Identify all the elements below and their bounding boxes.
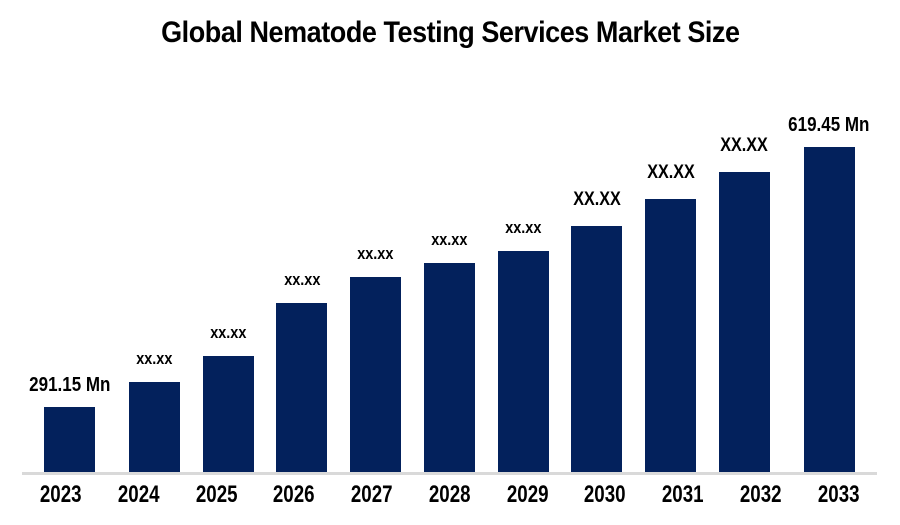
- x-axis-tick-cell-2024: 2024: [100, 482, 178, 508]
- x-axis-tick-cell-2029: 2029: [488, 482, 566, 508]
- bar-2023: [44, 407, 96, 472]
- x-axis-tick-label-2029: 2029: [506, 481, 549, 508]
- x-axis-tick-label-2028: 2028: [428, 481, 471, 508]
- bar-column-2032: XX.XX: [708, 135, 782, 472]
- x-axis-tick-cell-2032: 2032: [722, 482, 800, 508]
- bar-value-label-2024: xx.xx: [136, 349, 173, 368]
- x-axis-tick-label-2026: 2026: [273, 481, 315, 508]
- bar-2029: [497, 251, 549, 472]
- bar-column-2028: xx.xx: [413, 230, 487, 472]
- bars-row: 291.15 Mn xx.xx xx.xx xx.xx xx.xx xx.xx xx.xx X…: [22, 0, 877, 472]
- x-axis-tick-cell-2028: 2028: [411, 482, 489, 508]
- chart-title-wrap: Global Nematode Testing Services Market …: [0, 16, 900, 50]
- bar-column-2033: 619.45 Mn: [781, 114, 877, 472]
- x-axis-tick-label-2031: 2031: [661, 481, 704, 508]
- x-axis-labels: 2023 2024 2025 2026 2027 2028 2029 2030 2031 2032…: [22, 482, 877, 508]
- x-axis-tick-cell-2027: 2027: [333, 482, 411, 508]
- bar-2026: [276, 303, 328, 472]
- x-axis-tick-cell-2025: 2025: [177, 482, 255, 508]
- x-axis-tick-label-2023: 2023: [40, 481, 82, 508]
- bar-value-label-2030: XX.XX: [573, 189, 621, 210]
- x-axis-tick-cell-2031: 2031: [644, 482, 722, 508]
- bar-column-2029: xx.xx: [486, 218, 560, 472]
- bar-value-label-2029: xx.xx: [505, 218, 542, 237]
- x-axis-tick-cell-2033: 2033: [799, 482, 877, 508]
- bar-2033: [803, 147, 855, 472]
- x-axis-tick-label-2032: 2032: [739, 481, 782, 508]
- bar-column-2031: XX.XX: [634, 162, 708, 472]
- bar-value-label-2028: xx.xx: [431, 230, 468, 249]
- bar-value-label-2031: XX.XX: [646, 162, 695, 183]
- bar-value-label-2033: 619.45 Mn: [788, 114, 870, 136]
- bar-2027: [350, 277, 402, 472]
- bar-column-2025: xx.xx: [191, 323, 265, 472]
- x-axis-line: [22, 472, 877, 475]
- bar-2025: [202, 356, 254, 472]
- bar-column-2027: xx.xx: [339, 244, 413, 472]
- bar-value-label-2023: 291.15 Mn: [29, 374, 111, 396]
- bar-value-label-2032: XX.XX: [720, 135, 769, 156]
- bar-value-label-2026: xx.xx: [283, 270, 321, 289]
- bar-value-label-2025: xx.xx: [210, 323, 247, 342]
- bar-column-2023: 291.15 Mn: [22, 374, 118, 472]
- x-axis-tick-label-2027: 2027: [350, 481, 393, 508]
- bar-2028: [423, 263, 475, 472]
- chart-title: Global Nematode Testing Services Market …: [160, 16, 740, 49]
- bar-column-2024: xx.xx: [118, 349, 192, 472]
- x-axis-tick-cell-2023: 2023: [22, 482, 100, 508]
- bar-2024: [128, 382, 180, 472]
- x-axis-tick-label-2024: 2024: [117, 481, 160, 508]
- x-axis-tick-cell-2026: 2026: [255, 482, 333, 508]
- x-axis-tick-label-2033: 2033: [817, 481, 860, 508]
- x-axis-tick-label-2030: 2030: [584, 481, 626, 508]
- bar-column-2030: XX.XX: [560, 189, 634, 472]
- bar-2032: [718, 172, 770, 472]
- x-axis-tick-cell-2030: 2030: [566, 482, 644, 508]
- x-axis-tick-label-2025: 2025: [195, 481, 238, 508]
- plot-area: 291.15 Mn xx.xx xx.xx xx.xx xx.xx xx.xx xx.xx X…: [22, 0, 877, 472]
- bar-column-2026: xx.xx: [265, 270, 339, 472]
- bar-value-label-2027: xx.xx: [357, 244, 394, 263]
- bar-2031: [645, 199, 697, 472]
- bar-2030: [571, 226, 623, 472]
